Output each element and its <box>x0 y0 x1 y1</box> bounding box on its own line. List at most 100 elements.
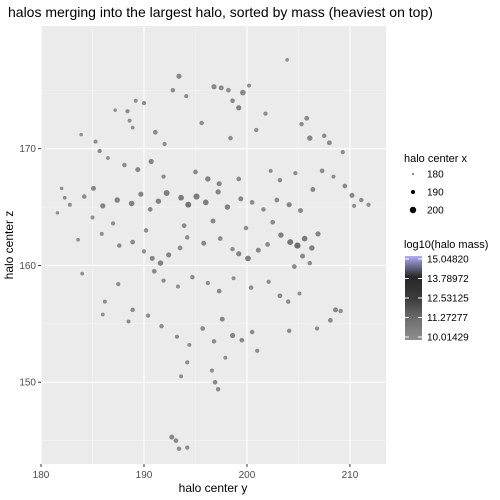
data-point <box>128 200 135 207</box>
data-point <box>193 193 200 200</box>
x-axis-title: halo center y <box>179 481 248 495</box>
data-point <box>187 342 192 347</box>
data-point <box>224 204 231 210</box>
data-point <box>179 374 184 379</box>
size-legend: halo center x 180 190 200 <box>404 153 467 217</box>
data-point <box>236 251 242 257</box>
data-point <box>147 207 153 212</box>
data-point <box>130 307 135 313</box>
data-point <box>175 284 180 289</box>
data-point <box>297 291 302 296</box>
data-point <box>328 317 333 323</box>
data-point <box>122 162 127 168</box>
data-point <box>326 140 332 146</box>
data-point <box>223 355 228 360</box>
data-point <box>315 231 321 237</box>
y-tick-label: 160 <box>19 261 36 272</box>
data-point <box>249 200 255 205</box>
data-point <box>205 176 211 182</box>
data-point <box>148 158 154 165</box>
data-point <box>169 434 175 440</box>
colorbar-label: 11.27277 <box>427 313 468 324</box>
data-point <box>184 94 189 99</box>
data-point <box>190 274 195 280</box>
data-point <box>294 242 301 249</box>
data-points <box>55 57 371 452</box>
data-point <box>285 57 290 62</box>
data-point <box>161 174 166 179</box>
data-point <box>268 168 273 173</box>
colorbar-label: 15.04820 <box>427 255 469 266</box>
data-point <box>138 191 144 197</box>
data-point <box>228 135 233 141</box>
data-point <box>352 203 357 208</box>
data-point <box>342 183 348 189</box>
data-point <box>338 308 343 314</box>
data-point <box>239 337 245 343</box>
color-legend: log10(halo mass) 15.04820 13.78972 12.5312… <box>404 239 488 344</box>
data-point <box>143 228 149 233</box>
data-point <box>113 108 117 112</box>
data-point <box>130 239 136 245</box>
data-point <box>151 268 157 274</box>
data-point <box>178 194 184 201</box>
data-point <box>307 260 313 266</box>
data-point <box>270 219 276 225</box>
data-point <box>261 207 266 212</box>
y-tick-label: 170 <box>19 144 36 155</box>
x-tick-label: 210 <box>342 470 359 481</box>
data-point <box>106 156 110 160</box>
data-point <box>230 246 235 252</box>
data-point <box>255 348 260 353</box>
data-point <box>300 253 306 259</box>
data-point <box>82 194 87 199</box>
data-point <box>217 236 223 241</box>
data-point <box>314 326 320 331</box>
data-point <box>135 167 141 173</box>
data-point <box>185 360 190 365</box>
size-legend-label: 180 <box>427 170 444 181</box>
data-point <box>79 132 83 137</box>
data-point <box>114 197 120 203</box>
data-point <box>231 276 236 281</box>
data-point <box>59 186 64 191</box>
data-point <box>181 223 187 229</box>
data-point <box>248 285 254 290</box>
data-point <box>366 202 371 207</box>
size-legend-key <box>411 190 415 194</box>
data-point <box>205 280 210 286</box>
data-point <box>176 446 182 452</box>
data-point <box>159 323 164 329</box>
colorbar-label: 12.53125 <box>427 294 469 305</box>
data-point <box>141 249 147 254</box>
data-point <box>161 278 166 283</box>
data-point <box>240 89 246 96</box>
size-legend-label: 190 <box>427 188 444 199</box>
size-legend-key <box>409 206 417 214</box>
size-legend-key <box>412 173 414 175</box>
y-axis-title: halo center z <box>2 211 16 280</box>
data-point <box>157 260 164 266</box>
data-point <box>286 328 292 334</box>
data-point <box>100 312 105 317</box>
data-point <box>333 307 339 313</box>
data-point <box>93 139 98 144</box>
data-point <box>293 171 298 176</box>
data-point <box>177 245 183 251</box>
data-point <box>215 189 221 195</box>
data-point <box>125 109 130 114</box>
data-point <box>291 264 297 269</box>
data-point <box>266 279 271 284</box>
data-point <box>215 387 221 392</box>
data-point <box>149 255 155 261</box>
x-tick-label: 190 <box>136 470 153 481</box>
data-point <box>184 235 190 240</box>
data-point <box>236 176 242 182</box>
color-legend-title: log10(halo mass) <box>404 239 488 251</box>
data-point <box>202 199 209 206</box>
data-point <box>117 243 122 248</box>
data-point <box>155 198 162 204</box>
data-point <box>226 87 231 93</box>
data-point <box>298 208 304 214</box>
